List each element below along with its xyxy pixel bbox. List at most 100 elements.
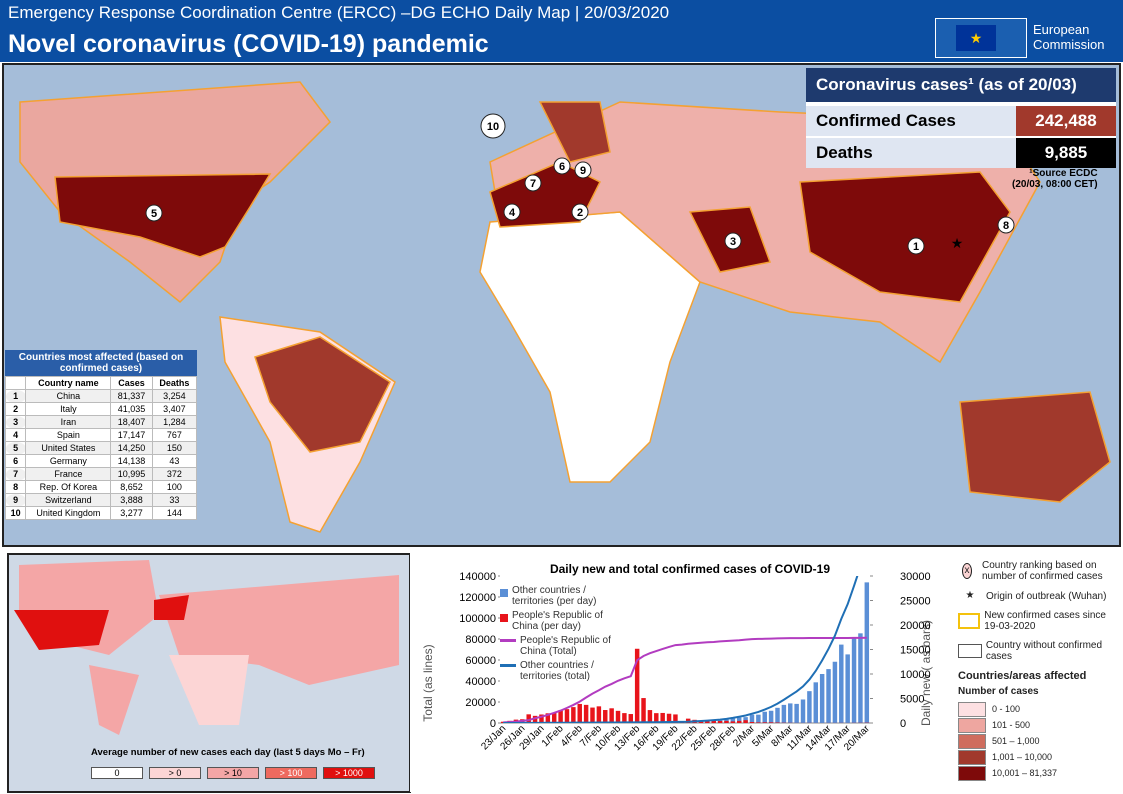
legend-text: Other countries / territories (total)	[520, 660, 594, 682]
table-cell: 14,138	[110, 454, 153, 468]
deaths-value: 9,885	[1016, 138, 1116, 168]
table-cell: 767	[151, 428, 198, 442]
y-tick-label: 100000	[459, 613, 496, 625]
bar	[545, 713, 551, 723]
bar	[749, 714, 755, 723]
legend-row: Other countries / territories (per day)	[500, 585, 620, 607]
header-cell: Deaths	[151, 376, 198, 390]
header-cell	[4, 376, 27, 390]
bar	[762, 711, 767, 723]
table-cell: 372	[151, 467, 198, 481]
bar	[622, 713, 627, 723]
bar	[634, 648, 640, 723]
bar	[768, 710, 774, 723]
table-row: 1 China 81,337 3,254	[4, 389, 198, 403]
table-cell: 14,250	[110, 441, 153, 455]
bar	[794, 703, 799, 723]
inset-map: Average number of new cases each day (la…	[7, 553, 411, 793]
logo-flag: ★	[935, 18, 1027, 58]
table-cell: 2	[4, 402, 27, 416]
bar	[858, 633, 863, 723]
table-row: 6 Germany 14,138 43	[4, 454, 198, 468]
table-row: 3 Iran 18,407 1,284	[4, 415, 198, 429]
bar	[660, 712, 665, 723]
legend-swatch	[958, 701, 986, 717]
bar	[577, 703, 582, 723]
table-cell: 6	[4, 454, 27, 468]
table-cell: 3,407	[151, 402, 198, 416]
y2-tick-label: 15000	[900, 645, 931, 657]
y-tick-label: 0	[490, 718, 496, 730]
bar	[851, 637, 857, 723]
bar	[609, 708, 614, 723]
inset-svg	[14, 560, 399, 735]
y2-tick-label: 30000	[900, 571, 931, 583]
bar	[749, 722, 755, 723]
inset-legend-item: > 10	[207, 767, 259, 779]
legend-swatch	[958, 717, 986, 733]
bar	[800, 699, 806, 723]
table-cell: 43	[151, 454, 198, 468]
rank-marker	[907, 237, 925, 255]
table-cell: United States	[25, 441, 112, 455]
rank-label: 6	[559, 161, 565, 173]
rank-label: 10	[487, 121, 499, 133]
legend-text: 101 - 500	[992, 720, 1031, 730]
bar	[864, 582, 870, 723]
bar	[730, 718, 736, 723]
rank-label: 7	[530, 178, 536, 190]
table-cell: 100	[151, 480, 198, 494]
confirmed-label: Confirmed Cases	[806, 106, 1016, 136]
table-cell: 150	[151, 441, 198, 455]
legend-heading: Countries/areas affected	[958, 670, 1087, 682]
bar	[666, 713, 672, 723]
legend-row: 501 – 1,000	[958, 733, 1118, 749]
legend-swatch	[500, 589, 508, 597]
table-row: 4 Spain 17,147 767	[4, 428, 198, 442]
source-line: (20/03, 08:00 CET)	[1012, 179, 1098, 190]
bar	[756, 722, 761, 723]
legend-swatch	[958, 765, 986, 781]
table-cell: 5	[4, 441, 27, 455]
table-cell: 9	[4, 493, 27, 507]
bar	[724, 720, 729, 723]
legend-swatch	[500, 639, 516, 642]
legend-text: Country without confirmed cases	[985, 640, 1103, 662]
y-tick-label: 80000	[465, 634, 496, 646]
legend-text: New confirmed cases since 19-03-2020	[984, 610, 1106, 632]
top-table: Countries most affected (based on confir…	[4, 350, 198, 520]
bar	[756, 714, 761, 723]
map-legend: x Country ranking based on number of conf…	[958, 560, 1118, 781]
summary-title: Coronavirus cases¹ (as of 20/03)	[806, 68, 1116, 102]
legend-text: People's Republic of China (per day)	[512, 610, 603, 632]
bar	[628, 714, 634, 723]
legend-text: 501 – 1,000	[992, 736, 1040, 746]
rank-marker	[724, 232, 742, 250]
bar	[736, 720, 742, 723]
legend-text: Other countries / territories (per day)	[512, 585, 597, 607]
table-cell: Italy	[25, 402, 112, 416]
header-cell: Country name	[25, 376, 112, 390]
bar	[603, 710, 608, 723]
bar	[832, 661, 838, 723]
legend-row: New confirmed cases since 19-03-2020	[958, 610, 1118, 632]
inset-legend-item: > 100	[265, 767, 317, 779]
legend-text: Origin of outbreak (Wuhan)	[986, 590, 1107, 602]
bar	[781, 704, 787, 723]
bar	[654, 713, 659, 723]
legend-text: 1,001 – 10,000	[992, 752, 1053, 762]
rank-label: 8	[1003, 220, 1009, 232]
legend-row: x Country ranking based on number of conf…	[958, 560, 1118, 582]
table-cell: 41,035	[110, 402, 153, 416]
y-tick-label: 40000	[465, 676, 496, 688]
table-cell: 81,337	[110, 389, 153, 403]
bar	[558, 710, 563, 723]
header-line: Emergency Response Coordination Centre (…	[8, 3, 670, 22]
legend-row: 0 - 100	[958, 701, 1118, 717]
bar	[596, 706, 602, 723]
legend-row: People's Republic of China (per day)	[500, 610, 620, 632]
table-cell: 18,407	[110, 415, 153, 429]
rank-marker	[574, 161, 592, 179]
y-tick-label: 60000	[465, 655, 496, 667]
rank-label: 4	[509, 207, 516, 219]
